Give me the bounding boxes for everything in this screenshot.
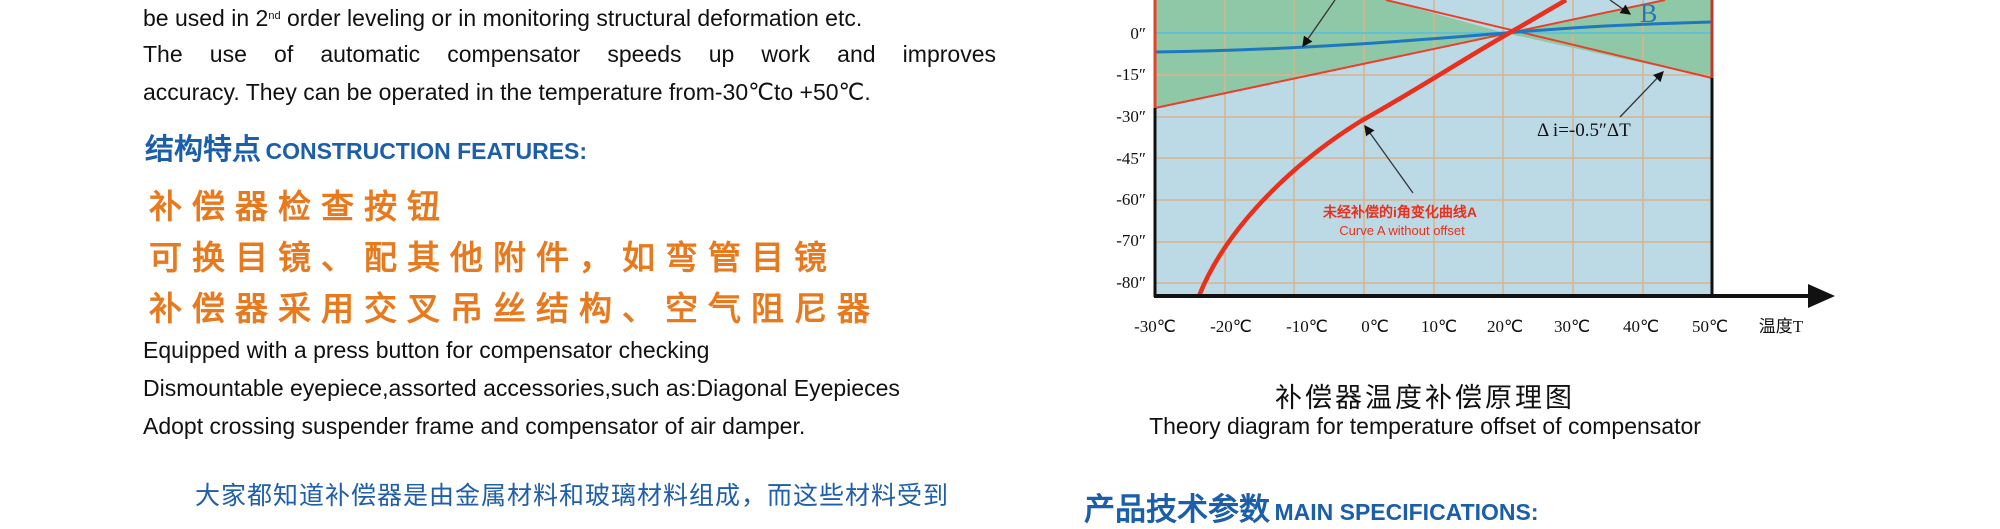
y-tick: -15″ — [1116, 65, 1146, 84]
y-tick: -70″ — [1116, 231, 1146, 250]
x-axis-arrow-icon — [1808, 284, 1835, 308]
slope-label: Δ i=-0.5″ΔT — [1537, 120, 1631, 141]
x-tick: -20℃ — [1210, 317, 1252, 336]
x-tick: 50℃ — [1692, 317, 1728, 336]
feature-en-2: Dismountable eyepiece,assorted accessori… — [143, 375, 900, 401]
curve-a-label-cn: 未经补偿的i角变化曲线A — [1323, 204, 1477, 220]
arrow-slope — [1619, 71, 1664, 118]
x-tick: -30℃ — [1134, 317, 1176, 336]
x-tick: -10℃ — [1286, 317, 1328, 336]
tolerance-band-left — [1155, 0, 1505, 108]
x-axis-label: 温度T — [1759, 317, 1804, 336]
x-tick: 10℃ — [1421, 317, 1457, 336]
intro-line-2: The use of automatic compensator speeds … — [143, 41, 996, 67]
feature-en-3: Adopt crossing suspender frame and compe… — [143, 413, 806, 439]
temperature-offset-diagram: B Δ i=-0.5″ΔT 未经补偿的i角变化曲线A Curve A witho… — [1116, 0, 1835, 336]
curve-b-label: B — [1640, 0, 1657, 28]
y-tick: 0″ — [1130, 24, 1146, 43]
tolerance-line-lower — [1154, 0, 1666, 109]
construction-heading: 结构特点 CONSTRUCTION FEATURES: — [145, 126, 587, 168]
intro-line-3: accuracy. They can be operated in the te… — [143, 79, 871, 105]
superscript: nd — [268, 10, 281, 22]
x-tick: 20℃ — [1487, 317, 1523, 336]
heading-cn: 产品技术参数 — [1084, 492, 1270, 527]
diagram-caption-cn: 补偿器温度补偿原理图 — [1275, 383, 1575, 413]
specs-heading: 产品技术参数 MAIN SPECIFICATIONS: — [1084, 484, 1539, 529]
intro-text: order leveling or in monitoring structur… — [280, 5, 863, 31]
x-tick: 30℃ — [1554, 317, 1590, 336]
heading-cn: 结构特点 — [145, 134, 262, 166]
curve-b — [1154, 20, 1713, 54]
tolerance-band-right — [1505, 0, 1712, 78]
arrow-to-tolerance-line — [1609, 0, 1632, 15]
curve-a — [1196, 0, 1568, 297]
x-tick: 40℃ — [1623, 317, 1659, 336]
feature-cn-2: 可换目镜、配其他附件，如弯管目镜 — [149, 238, 837, 277]
feature-cn-3: 补偿器采用交叉吊丝结构、空气阻尼器 — [149, 289, 880, 328]
y-tick: -45″ — [1116, 149, 1146, 168]
diagram-caption-en: Theory diagram for temperature offset of… — [1149, 413, 1701, 439]
x-tick: 0℃ — [1361, 317, 1389, 336]
x-tick-labels: -30℃ -20℃ -10℃ 0℃ 10℃ 20℃ 30℃ 40℃ 50℃ 温度… — [1134, 317, 1804, 336]
tolerance-line-upper — [1385, 0, 1713, 79]
feature-cn-1: 补偿器检查按钮 — [149, 187, 450, 226]
y-tick: -60″ — [1116, 190, 1146, 209]
y-tick-labels: 0″ -15″ -30″ -45″ -60″ -70″ -80″ — [1116, 24, 1146, 292]
feature-en-1: Equipped with a press button for compens… — [143, 337, 710, 363]
intro-text: be used in 2 — [143, 5, 269, 31]
bottom-paragraph: 大家都知道补偿器是由金属材料和玻璃材料组成，而这些材料受到 — [195, 482, 950, 510]
arrow-to-curve-a — [1364, 124, 1414, 194]
curve-a-label-en: Curve A without offset — [1339, 223, 1465, 238]
heading-en: MAIN SPECIFICATIONS: — [1274, 499, 1539, 525]
arrow-to-curve-b — [1302, 0, 1336, 48]
intro-line-1: be used in 2nd order leveling or in moni… — [143, 4, 996, 32]
heading-en: CONSTRUCTION FEATURES: — [265, 138, 588, 164]
y-tick: -80″ — [1116, 273, 1146, 292]
y-tick: -30″ — [1116, 107, 1146, 126]
